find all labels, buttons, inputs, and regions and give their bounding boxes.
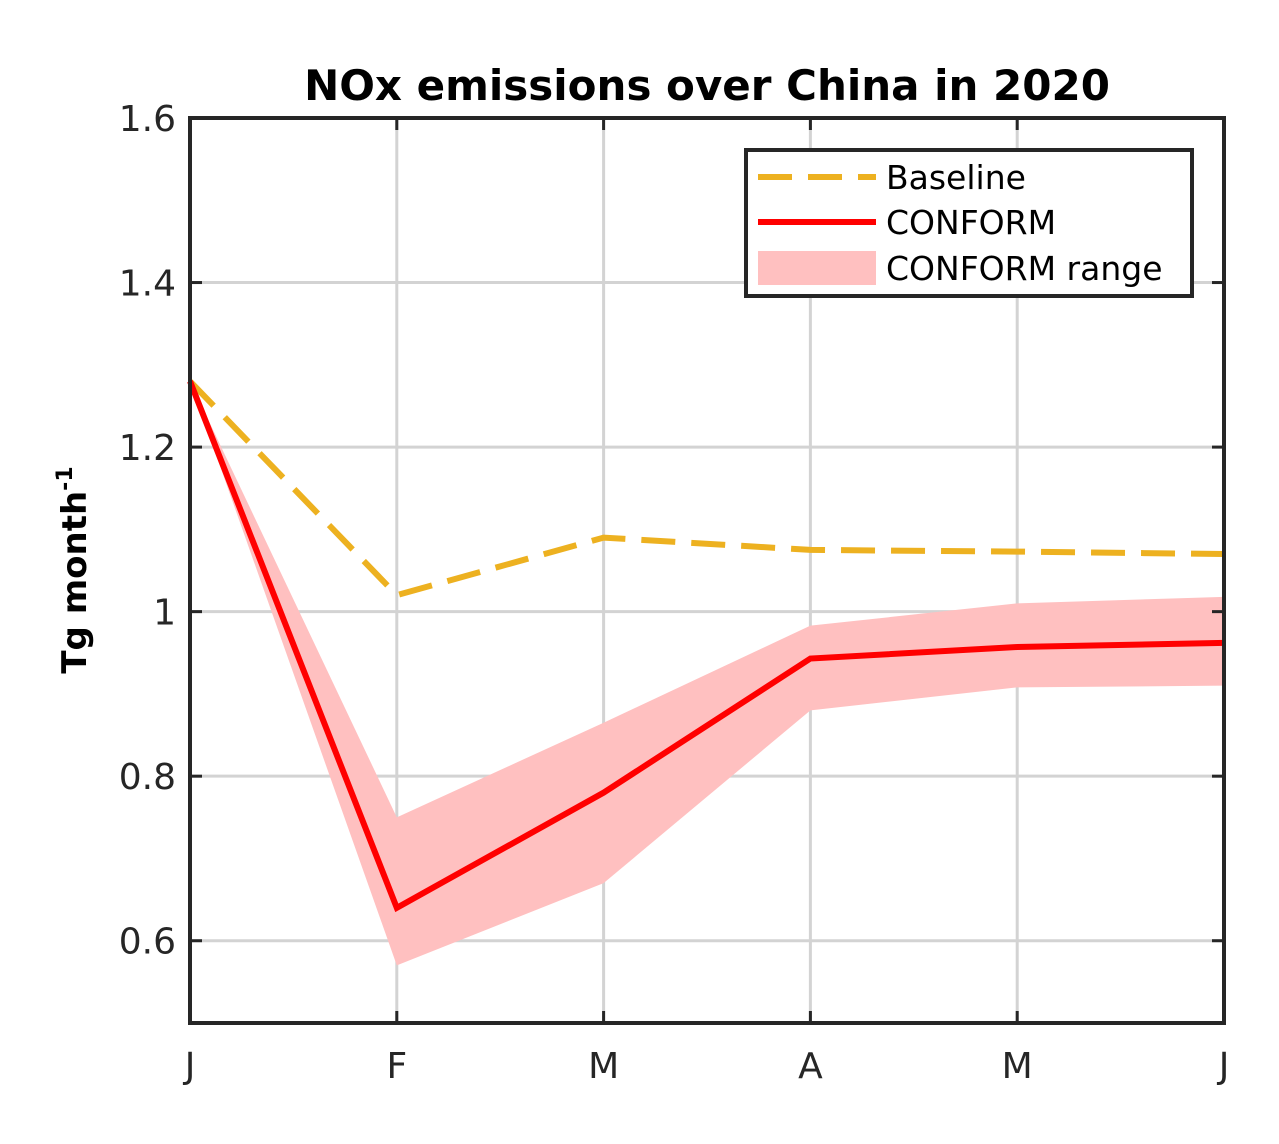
y-axis-label: Tg month-1 [53, 466, 95, 673]
legend-label-conform: CONFORM [886, 203, 1056, 242]
y-tick-label: 1.2 [119, 428, 176, 469]
plot-frame [188, 116, 1226, 1025]
y-tick-label: 0.6 [119, 922, 176, 963]
x-tick-label: J [1217, 1046, 1230, 1087]
y-tick-label: 1 [153, 593, 176, 634]
chart-title: NOx emissions over China in 2020 [304, 61, 1110, 110]
x-tick-label: A [798, 1046, 823, 1087]
legend: Baseline CONFORM CONFORM range [744, 148, 1194, 298]
y-tick-label: 1.6 [119, 99, 176, 140]
x-tick-label: M [1002, 1046, 1033, 1087]
series-line-baseline [187, 379, 1225, 599]
legend-label-conform-range: CONFORM range [886, 249, 1163, 288]
y-tick-label: 1.4 [119, 264, 176, 305]
series-line-conform [187, 380, 1225, 913]
x-tick-label: M [588, 1046, 619, 1087]
legend-swatch-conform-range [758, 251, 876, 285]
legend-label-baseline: Baseline [886, 158, 1026, 197]
y-tick-label: 0.8 [119, 757, 176, 798]
x-tick-label: F [386, 1046, 407, 1087]
axis-ticks: J F M A M J 0.6 0.8 1 1.2 1.4 1.6 [119, 99, 1230, 1087]
conform-range-band [190, 381, 1224, 966]
x-tick-label: J [183, 1046, 196, 1087]
